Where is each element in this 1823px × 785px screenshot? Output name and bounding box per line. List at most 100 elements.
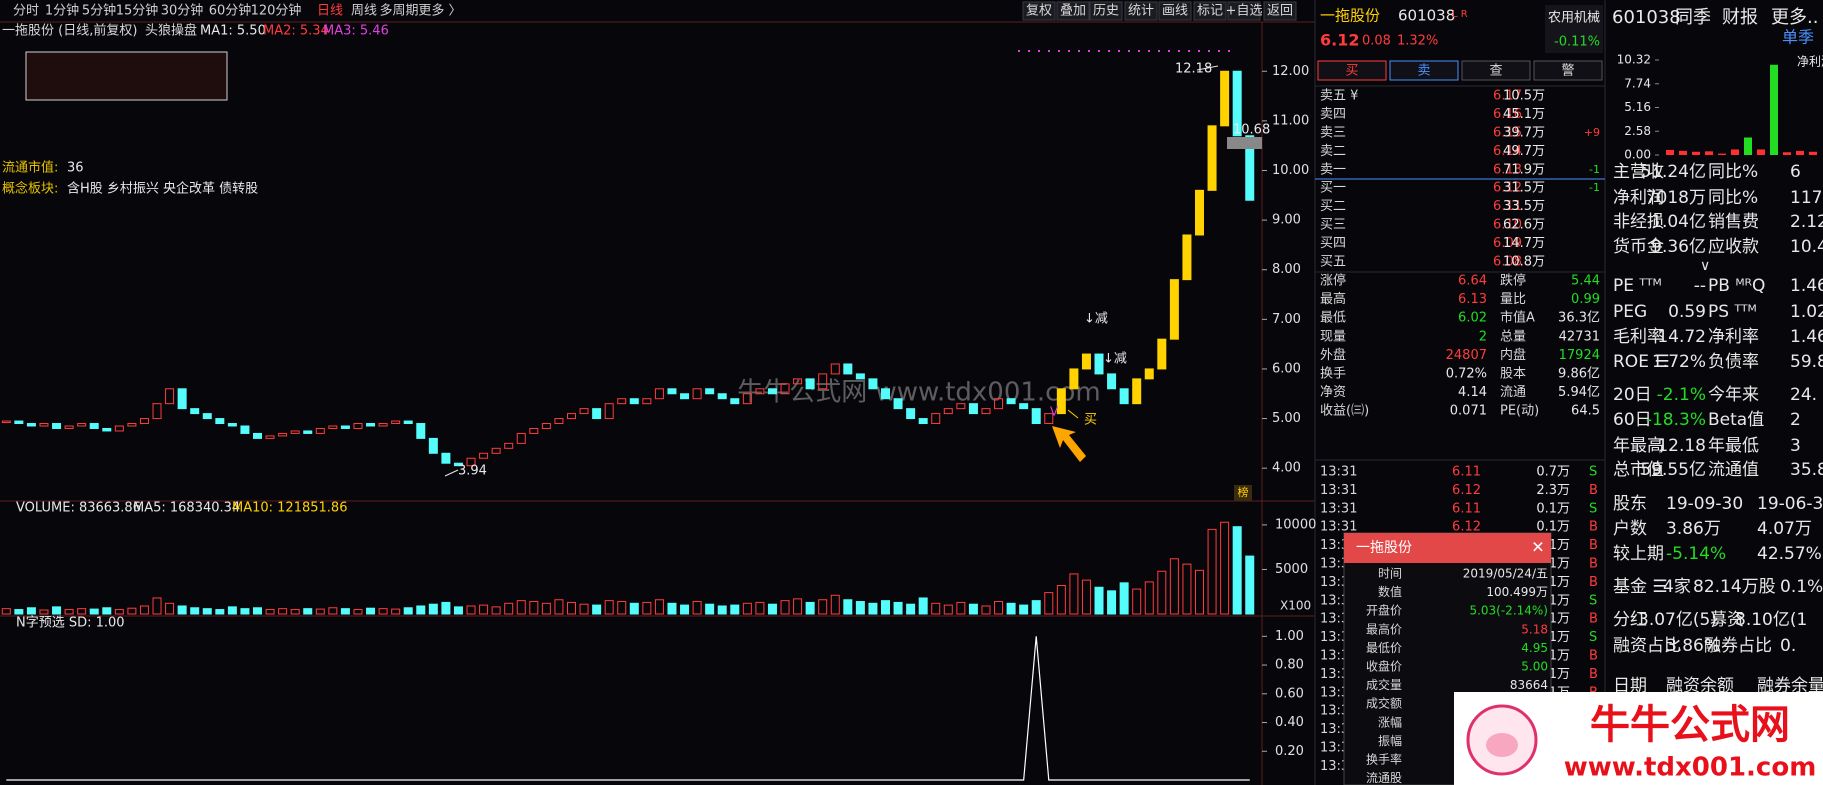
volume-bar (1006, 602, 1016, 615)
period-tab[interactable]: 多周期 (379, 3, 418, 19)
candle (642, 398, 652, 405)
volume-ma: MA5: 168340.34 (133, 501, 240, 516)
tool-button[interactable] (1022, 1, 1056, 21)
price-change-pct: 1.32% (1397, 34, 1438, 49)
tool-button[interactable] (1158, 1, 1192, 21)
period-tab[interactable]: 5分钟 (82, 3, 116, 19)
candle (479, 452, 489, 459)
tool-label[interactable]: 历史 (1093, 4, 1119, 19)
tick-time: 13:31 (1320, 465, 1357, 480)
volume-bar (1207, 528, 1217, 615)
trade-button-label[interactable]: 警 (1561, 63, 1574, 79)
candle (994, 398, 1004, 410)
period-tab[interactable]: 1分钟 (45, 3, 79, 19)
volume-bar (479, 604, 489, 615)
book-price: 6.14 (1493, 144, 1522, 159)
period-tab[interactable]: 分时 (13, 4, 39, 19)
f10-cell: 24. (1790, 385, 1817, 405)
volume-bar (466, 605, 476, 615)
period-tab[interactable]: 日线 (317, 4, 343, 19)
volume-bar (818, 599, 828, 615)
f10-cell: 2 (1790, 410, 1801, 430)
f10-cell: 60日 (1613, 410, 1652, 430)
candle (127, 423, 137, 427)
stat-label: 量比 (1500, 292, 1526, 307)
book-price: 6.08 (1493, 255, 1522, 270)
tool-label[interactable]: 统计 (1128, 4, 1154, 19)
profit-bar (1718, 153, 1726, 155)
candle (931, 413, 941, 425)
volume-bar (931, 602, 941, 615)
period-tab[interactable]: 更多 〉 (418, 3, 461, 19)
tool-button[interactable] (1227, 1, 1261, 21)
tool-label[interactable]: 标记 (1197, 4, 1223, 19)
tool-button[interactable] (1263, 1, 1297, 21)
stat-label: 换手 (1320, 367, 1346, 382)
trade-button[interactable] (1317, 60, 1387, 81)
popup-label: 成交额 (1366, 696, 1402, 711)
volume-bar (1019, 604, 1029, 615)
period-tab[interactable]: 60分钟 (209, 3, 252, 19)
candle (1169, 279, 1179, 340)
tool-label[interactable]: 返回 (1267, 4, 1293, 19)
trade-button-label[interactable]: 卖 (1417, 64, 1430, 79)
volume-bar (1081, 579, 1091, 615)
tool-label[interactable]: +自选 (1226, 4, 1263, 19)
volume-bar (730, 604, 740, 615)
f10-cell: 净利率 (1708, 327, 1759, 347)
candle (516, 432, 526, 444)
trade-button[interactable] (1533, 60, 1603, 81)
volume-bar (77, 608, 87, 615)
popup-close[interactable]: ✕ (1531, 538, 1544, 557)
y-tick-label: 9.00 (1272, 213, 1301, 228)
period-tab[interactable]: 15分钟 (116, 3, 159, 19)
indicator-line (6, 636, 1250, 781)
trade-button[interactable] (1461, 60, 1531, 81)
trade-button[interactable] (1389, 60, 1459, 81)
tick-side: S (1589, 593, 1597, 608)
f10-cell: 19-09-30 (1666, 494, 1743, 514)
tool-button[interactable] (1124, 1, 1158, 21)
stat-label: 总量 (1500, 329, 1526, 344)
volume-bar (680, 604, 690, 615)
info-label: 概念板块: (2, 181, 58, 197)
volume-bar (102, 607, 112, 615)
f10-tab[interactable]: 财报 (1722, 7, 1758, 28)
low-annotation: 3.94 (458, 464, 487, 479)
tool-label[interactable]: 复权 (1026, 3, 1052, 19)
trade-button-label[interactable]: 买 (1345, 64, 1358, 79)
period-tab[interactable]: 周线 (351, 4, 377, 19)
y-tick-label: 7.00 (1272, 312, 1301, 327)
tool-button[interactable] (1089, 1, 1123, 21)
candle (730, 398, 740, 405)
period-tab[interactable]: 120分钟 (251, 3, 302, 19)
candle (717, 393, 727, 400)
profit-bar (1705, 151, 1713, 155)
y-tick-label: 0.60 (1275, 686, 1304, 701)
tool-button[interactable] (1056, 1, 1090, 21)
candle (227, 423, 237, 427)
f10-cell: 19-06-30 (1757, 494, 1823, 514)
signal-dot (1038, 50, 1040, 52)
trade-button-label[interactable]: 查 (1489, 64, 1502, 79)
f10-tab[interactable]: 更多.. (1771, 7, 1818, 28)
tool-label[interactable]: 叠加 (1060, 4, 1086, 19)
watermark: 牛牛公式网 www.tdx001.com (737, 378, 1100, 408)
f10-cell: 股东 (1613, 494, 1647, 514)
stock-name: 一拖股份 (1320, 7, 1380, 25)
y-tick-label: 0.20 (1275, 744, 1304, 759)
rank-badge (1234, 485, 1252, 501)
volume-bar (315, 608, 325, 615)
signal-dot (1128, 50, 1130, 52)
f10-tab[interactable]: 同季 (1675, 7, 1711, 28)
tool-button[interactable] (1193, 1, 1227, 21)
volume-bar (1094, 586, 1104, 615)
stat-value: 17924 (1559, 348, 1600, 363)
profit-bar (1757, 149, 1765, 155)
candle (567, 413, 576, 420)
stat-value: 42731 (1559, 329, 1600, 344)
tool-label[interactable]: 画线 (1162, 4, 1188, 19)
volume-bar (780, 600, 790, 615)
volume-bar (968, 603, 978, 615)
period-tab[interactable]: 30分钟 (161, 3, 204, 19)
